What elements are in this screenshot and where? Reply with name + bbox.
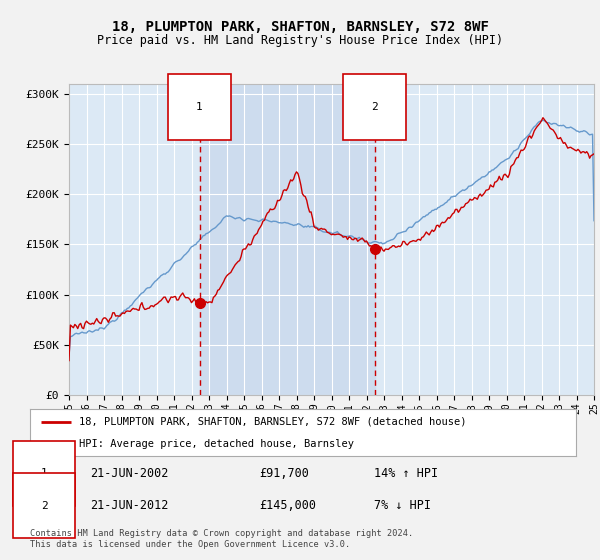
Text: 7% ↓ HPI: 7% ↓ HPI (374, 499, 431, 512)
Text: 18, PLUMPTON PARK, SHAFTON, BARNSLEY, S72 8WF: 18, PLUMPTON PARK, SHAFTON, BARNSLEY, S7… (112, 20, 488, 34)
Text: 2: 2 (371, 102, 378, 112)
Text: 1: 1 (41, 468, 47, 478)
Text: £145,000: £145,000 (259, 499, 316, 512)
Text: 14% ↑ HPI: 14% ↑ HPI (374, 467, 438, 480)
Text: Contains HM Land Registry data © Crown copyright and database right 2024.
This d: Contains HM Land Registry data © Crown c… (30, 529, 413, 549)
Text: Price paid vs. HM Land Registry's House Price Index (HPI): Price paid vs. HM Land Registry's House … (97, 34, 503, 46)
Text: 21-JUN-2012: 21-JUN-2012 (90, 499, 169, 512)
Text: 2: 2 (41, 501, 47, 511)
Text: £91,700: £91,700 (259, 467, 309, 480)
Text: 21-JUN-2002: 21-JUN-2002 (90, 467, 169, 480)
Bar (200, 84, 374, 395)
Text: 18, PLUMPTON PARK, SHAFTON, BARNSLEY, S72 8WF (detached house): 18, PLUMPTON PARK, SHAFTON, BARNSLEY, S7… (79, 417, 467, 427)
Text: HPI: Average price, detached house, Barnsley: HPI: Average price, detached house, Barn… (79, 438, 354, 449)
Text: 1: 1 (196, 102, 203, 112)
